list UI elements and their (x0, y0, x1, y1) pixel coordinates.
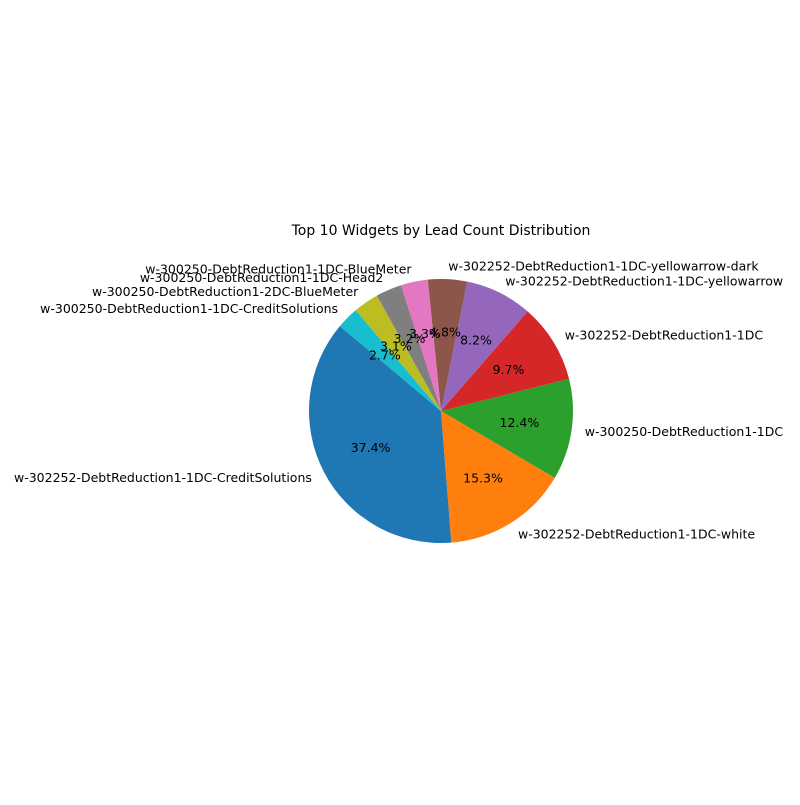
slice-label-2: w-302252-DebtReduction1-1DC-white (518, 527, 755, 542)
percent-label-4: 9.7% (493, 362, 525, 377)
slice-label-8: w-300250-DebtReduction1-1DC-Head2 (140, 270, 384, 285)
chart-title: Top 10 Widgets by Lead Count Distributio… (291, 223, 591, 239)
pie-slice-7 (401, 279, 441, 411)
slice-label-10: w-300250-DebtReduction1-1DC-CreditSoluti… (40, 301, 338, 316)
pie-slice-10 (339, 310, 441, 411)
pie-slice-6 (427, 279, 468, 411)
pie-slice-3 (441, 378, 574, 478)
percent-label-6: 4.8% (429, 324, 461, 339)
pie-slices (309, 279, 574, 544)
slice-labels: w-302252-DebtReduction1-1DC-CreditSoluti… (14, 258, 783, 541)
pie-slice-5 (441, 281, 528, 411)
pie-slice-9 (355, 295, 441, 411)
slice-label-5: w-302252-DebtReduction1-1DC-yellowarrow (505, 273, 783, 288)
percent-label-7: 3.3% (409, 326, 441, 341)
percent-label-9: 3.1% (380, 338, 412, 353)
pie-slice-1 (309, 326, 452, 544)
percent-label-1: 37.4% (351, 440, 391, 455)
percent-label-10: 2.7% (369, 348, 401, 363)
percent-labels: 37.4% 15.3% 12.4% 9.7%8.2%4.8%3.3%3.2%3.1%2… (351, 324, 540, 485)
slice-label-1: w-302252-DebtReduction1-1DC-CreditSoluti… (14, 470, 312, 485)
pie-slice-4 (441, 311, 570, 411)
slice-label-9: w-300250-DebtReduction1-2DC-BlueMeter (92, 284, 359, 299)
percent-label-3: 12.4% (500, 415, 540, 430)
slice-label-4: w-302252-DebtReduction1-1DC (565, 327, 764, 342)
slice-label-3: w-300250-DebtReduction1-1DC (585, 424, 784, 439)
pie-slice-2 (441, 411, 555, 543)
slice-label-6: w-302252-DebtReduction1-1DC-yellowarrow-… (448, 258, 759, 273)
pie-slice-8 (376, 285, 441, 411)
slice-label-7: w-300250-DebtReduction1-1DC-BlueMeter (145, 261, 412, 276)
percent-label-2: 15.3% (463, 471, 503, 486)
percent-label-5: 8.2% (460, 332, 492, 347)
percent-label-8: 3.2% (394, 331, 426, 346)
